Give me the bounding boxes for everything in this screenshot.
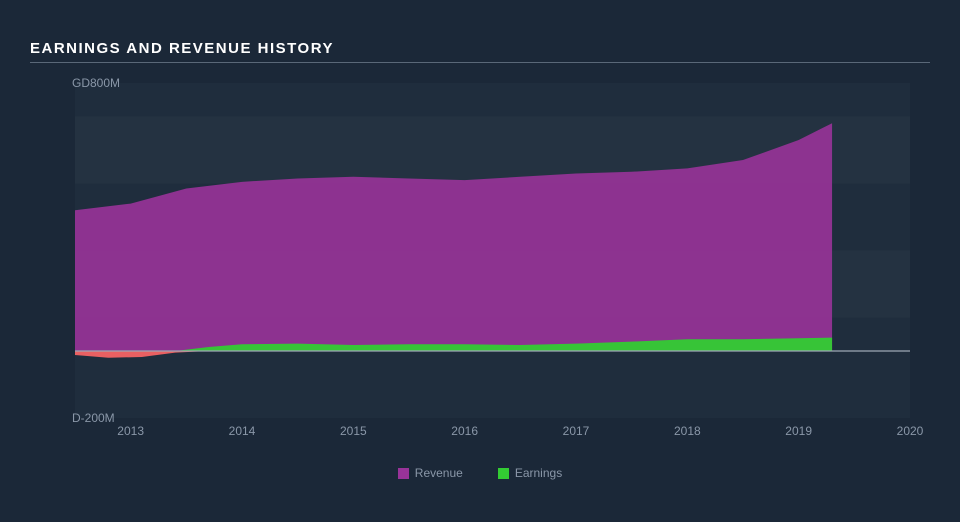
legend: Revenue Earnings [30,466,930,480]
legend-item: Revenue [398,466,463,480]
legend-label: Earnings [515,466,562,480]
y-tick-label: GD800M [72,76,120,90]
x-tick-label: 2020 [897,424,924,438]
chart-wrap: GD800M D-200M 2013 2014 2015 2016 2017 2018 201… [30,78,930,458]
x-tick-label: 2019 [785,424,812,438]
legend-swatch [498,468,509,479]
legend-label: Revenue [415,466,463,480]
title-underline [30,62,930,63]
x-tick-label: 2016 [451,424,478,438]
x-tick-label: 2018 [674,424,701,438]
x-tick-label: 2015 [340,424,367,438]
legend-item: Earnings [498,466,562,480]
x-tick-label: 2017 [563,424,590,438]
y-tick-label: D-200M [72,411,115,425]
chart-title: EARNINGS AND REVENUE HISTORY [30,40,930,57]
legend-swatch [398,468,409,479]
plot-area [75,83,910,418]
x-tick-label: 2014 [229,424,256,438]
chart-svg [75,83,910,418]
chart-container: EARNINGS AND REVENUE HISTORY GD800M D-200… [0,0,960,522]
x-tick-label: 2013 [117,424,144,438]
